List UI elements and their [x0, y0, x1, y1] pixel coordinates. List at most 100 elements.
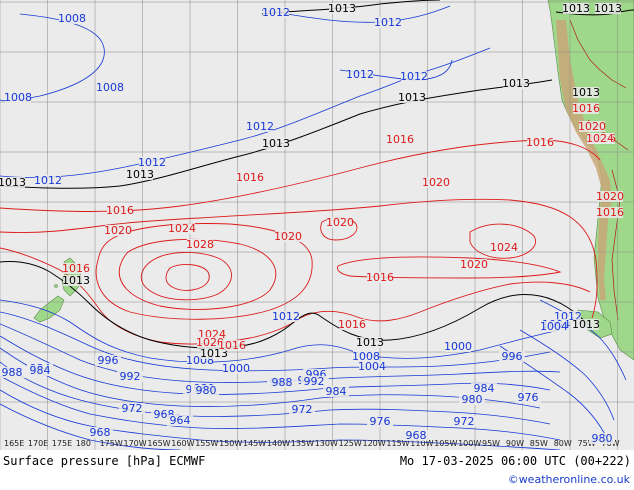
isobar-label-low: 980 [592, 432, 613, 445]
longitude-label: 110W [410, 439, 433, 448]
longitude-label: 155W [195, 439, 218, 448]
isobar-label-low: 1008 [96, 81, 124, 94]
isobar-label-high: 1016 [572, 102, 600, 115]
isobar-label-high: 1024 [490, 241, 518, 254]
isobar-label-bg [327, 217, 353, 228]
isobar-label-bg [0, 367, 25, 378]
isobar-label-bg [5, 92, 31, 103]
isobar-label-bg [223, 363, 249, 374]
pressure-map: 165E 170E 175E 180 175W 170W 165W 160W 155W 150W 1… [0, 0, 634, 450]
isobar-label-low: 1008 [58, 12, 86, 25]
isobar-label-bg [367, 272, 393, 283]
isobar-label-low: 1012 [138, 156, 166, 169]
isobar-label-bg [219, 340, 245, 351]
isobar-label-bg [247, 121, 273, 132]
isobar-label-low: 984 [326, 385, 347, 398]
isobar-label-bg [491, 242, 517, 253]
isobar-label-low: 988 [2, 366, 23, 379]
isobar-label-bg [347, 69, 373, 80]
longitude-label: 180 [76, 439, 91, 448]
isobar-label-bg [119, 403, 145, 414]
isobar-label-low: 1008 [4, 91, 32, 104]
isobar-label-high: 1020 [104, 224, 132, 237]
longitude-label: 130W [315, 439, 338, 448]
isobar-label-high: 1020 [274, 230, 302, 243]
isobar-label-bg [107, 205, 133, 216]
isobar-label-bg [459, 394, 485, 405]
isobar-label-normal: 1013 [594, 2, 622, 15]
isobar-label-high: 1028 [186, 238, 214, 251]
isobar-label-bg [187, 239, 213, 250]
isobar-label-bg [117, 371, 143, 382]
isobar-label-bg [169, 223, 195, 234]
isobar-label-bg [263, 138, 289, 149]
isobar-label-high: 1020 [422, 176, 450, 189]
longitude-label: 90W [506, 439, 524, 448]
isobar-label-low: 1000 [444, 340, 472, 353]
isobar-label-bg [401, 71, 427, 82]
longitude-label: 140W [267, 439, 290, 448]
isobar-label-low: 972 [454, 415, 475, 428]
isobar-label-normal: 1013 [328, 2, 356, 15]
isobar-label-bg [273, 311, 299, 322]
isobar-label-bg [471, 383, 497, 394]
isobar-label-bg [359, 361, 385, 372]
isobar-label-bg [269, 377, 295, 388]
isobar-label-normal: 1013 [262, 137, 290, 150]
isobar-label-bg [499, 351, 525, 362]
isobar-label-bg [127, 169, 153, 180]
isobar-label-bg [527, 137, 553, 148]
longitude-label: 80W [554, 439, 572, 448]
longitude-label: 170E [28, 439, 48, 448]
low-pressure-isobars [0, 5, 627, 450]
isobar-label-low: 996 [502, 350, 523, 363]
longitude-label: 115W [386, 439, 409, 448]
isobar-label-normal: 1013 [572, 86, 600, 99]
isobar-label-low: 968 [406, 429, 427, 442]
isobar-label-low: 968 [90, 426, 111, 439]
isobar-label-bg [595, 3, 621, 14]
isobar-label-bg [353, 351, 379, 362]
isobar-label-bg [597, 207, 623, 218]
isobar-label-bg [399, 92, 425, 103]
isobar-label-high: 1020 [460, 258, 488, 271]
isobar-label-bg [201, 348, 227, 359]
isobar-label-bg [375, 17, 401, 28]
chatham-island [54, 284, 58, 288]
isobar-label-bg [87, 427, 113, 438]
isobar-label-low: 1008 [352, 350, 380, 363]
isobar-label-bg [289, 404, 315, 415]
isobar-label-bg [367, 416, 393, 427]
isobar-label-bg [329, 3, 355, 14]
longitude-label: 105W [434, 439, 457, 448]
isobar-label-bg [237, 172, 263, 183]
isobar-label-bg [63, 263, 89, 274]
isobar-label-bg [167, 415, 193, 426]
isobar-label-low: 1000 [222, 362, 250, 375]
isobar-label-bg [573, 87, 599, 98]
isobar-label-low: 984 [30, 364, 51, 377]
isobar-label-bg [301, 376, 327, 387]
longitude-label: 175W [100, 439, 123, 448]
isobar-label-bg [263, 7, 289, 18]
longitude-label: 85W [530, 439, 548, 448]
isobar-label-bg [97, 82, 123, 93]
longitude-label: 120W [363, 439, 386, 448]
isobar-label-low: 992 [120, 370, 141, 383]
isobar-label-low: 988 [272, 376, 293, 389]
isobar-label-bg [193, 385, 219, 396]
isobar-label-normal: 1013 [502, 77, 530, 90]
isobar-label-high: 1024 [168, 222, 196, 235]
isobar-label-high: 1016 [106, 204, 134, 217]
isobar-label-bg [95, 355, 121, 366]
isobar-label-low: 964 [170, 414, 191, 427]
footer-bar: Surface pressure [hPa] ECMWF Mo 17-03-20… [0, 450, 634, 490]
isobar-label-low: 980 [462, 393, 483, 406]
isobar-label-bg [387, 134, 413, 145]
longitude-labels: 165E 170E 175E 180 175W 170W 165W 160W 155W 150W 1… [4, 439, 620, 448]
isobar-label-bg [587, 133, 613, 144]
credit-link[interactable]: ©weatheronline.co.uk [507, 473, 630, 486]
isobar-label-high: 1016 [62, 262, 90, 275]
isobar-label-normal: 1013 [126, 168, 154, 181]
isobar-label-bg [597, 191, 623, 202]
